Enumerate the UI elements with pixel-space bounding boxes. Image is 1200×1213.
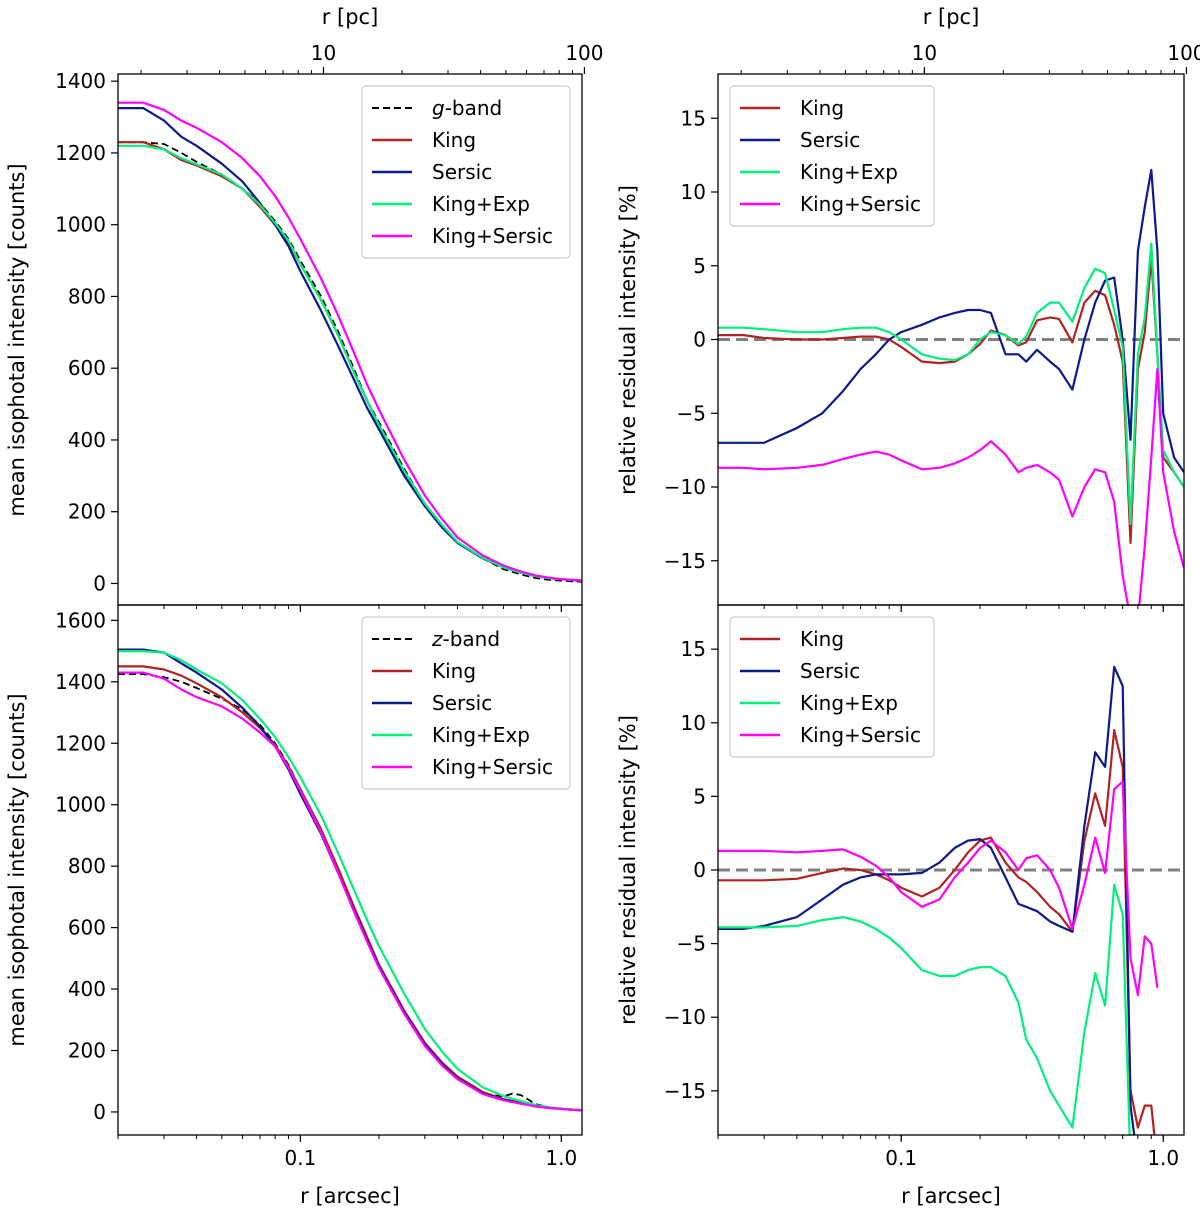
- axes-frame: [717, 604, 1185, 1136]
- legend-entry: King+Sersic: [800, 723, 921, 747]
- y-tick-label: 1000: [55, 213, 106, 237]
- legend-entry: Sersic: [432, 691, 492, 715]
- top-tick-label: 100: [1167, 41, 1200, 65]
- y-tick-label: 600: [68, 356, 106, 380]
- y-tick-label: 800: [68, 854, 106, 878]
- y-tick-label: 0: [693, 328, 706, 352]
- top-axis-label-right: r [pc]: [923, 5, 980, 29]
- legend: g-band King Sersic King+Exp King+Sersic: [361, 85, 571, 259]
- y-tick-label: 800: [68, 284, 106, 308]
- legend-entry: King+Sersic: [800, 192, 921, 216]
- series-line-king-exp: [718, 883, 1131, 1135]
- right-ylabel-bottom: relative residual intensity [%]: [616, 715, 640, 1025]
- y-tick-label: 15: [681, 106, 706, 130]
- chart-panels: 10 1000200400600800100012001400g-bandKing…: [55, 41, 1200, 1170]
- legend-entry: King: [800, 627, 844, 651]
- y-tick-label: −15: [664, 1079, 706, 1103]
- series-line-sersic: [718, 168, 1184, 473]
- legend-entry: King+Sersic: [432, 755, 553, 779]
- y-tick-label: 600: [68, 916, 106, 940]
- x-tick-label: 1.0: [1147, 1146, 1179, 1170]
- y-tick-label: 1600: [55, 608, 106, 632]
- legend-entry: King+Exp: [800, 160, 898, 184]
- series-line-king: [718, 728, 1156, 1135]
- legend-entry: King+Exp: [432, 192, 530, 216]
- y-tick-label: 1200: [55, 141, 106, 165]
- y-tick-label: 10: [681, 711, 706, 735]
- x-tick-label: 0.1: [885, 1146, 917, 1170]
- series-line-king-exp: [718, 242, 1184, 526]
- y-tick-label: 0: [93, 571, 106, 595]
- legend-box: [361, 85, 571, 259]
- y-tick-label: 15: [681, 637, 706, 661]
- legend-entry: Sersic: [432, 160, 492, 184]
- y-tick-label: 0: [93, 1100, 106, 1124]
- legend-entry: Sersic: [800, 659, 860, 683]
- y-tick-label: 200: [68, 500, 106, 524]
- legend-entry: King: [800, 96, 844, 120]
- panel-z-profile: 0.1 1.0 0 200 400 600 800 1000 1200 1400 1600 z-ban…: [55, 604, 583, 1170]
- y-tick-label: 5: [693, 254, 706, 278]
- series-line-king-exp: [118, 649, 582, 1112]
- y-tick-label: −15: [664, 549, 706, 573]
- legend-box: [729, 616, 935, 758]
- y-tick-label: 400: [68, 977, 106, 1001]
- axes-frame: [117, 604, 583, 1136]
- top-tick-label: 10: [311, 41, 336, 65]
- series-line-sersic: [718, 665, 1136, 1135]
- legend-entry: King+Sersic: [432, 224, 553, 248]
- y-tick-label: −5: [677, 401, 706, 425]
- y-tick-label: 1400: [55, 69, 106, 93]
- series-group: [718, 665, 1159, 1135]
- legend: z-band King Sersic King+Exp King+Sersic: [361, 616, 571, 790]
- panel-g-profile: 10 1000200400600800100012001400g-bandKing…: [55, 41, 604, 612]
- series-line-king-sersic: [118, 671, 582, 1112]
- legend-box: [361, 616, 571, 790]
- x-tick-label: 0.1: [284, 1146, 316, 1170]
- series-line-king-sersic: [718, 367, 1184, 605]
- left-ylabel-bottom: mean isophotal intensity [counts]: [5, 693, 29, 1046]
- series-line-king-sersic: [118, 101, 582, 582]
- series-group: [118, 648, 582, 1112]
- y-tick-label: 1000: [55, 793, 106, 817]
- bottom-axis-label-right: r [arcsec]: [901, 1184, 1001, 1208]
- bottom-axis-label-left: r [arcsec]: [300, 1184, 400, 1208]
- left-ylabel-top: mean isophotal intensity [counts]: [5, 163, 29, 516]
- right-ylabel-top: relative residual intensity [%]: [616, 185, 640, 495]
- legend: King Sersic King+Exp King+Sersic: [729, 85, 935, 227]
- y-tick-label: 200: [68, 1039, 106, 1063]
- y-tick-label: 400: [68, 428, 106, 452]
- y-tick-label: −5: [677, 932, 706, 956]
- y-tick-label: 1400: [55, 670, 106, 694]
- series-group: [118, 101, 582, 583]
- legend-entry: g-band: [432, 96, 502, 120]
- y-tick-label: −10: [664, 1005, 706, 1029]
- legend-box: [729, 85, 935, 227]
- y-tick-label: −10: [664, 475, 706, 499]
- top-tick-label: 10: [912, 41, 937, 65]
- y-tick-label: 0: [693, 858, 706, 882]
- legend-entry: King+Exp: [800, 691, 898, 715]
- series-group: [718, 168, 1184, 605]
- legend-entry: King: [432, 128, 476, 152]
- legend-entry: King: [432, 659, 476, 683]
- y-tick-label: 1200: [55, 731, 106, 755]
- series-line-king-sersic: [718, 780, 1159, 997]
- top-tick-label: 100: [565, 41, 603, 65]
- y-tick-label: 5: [693, 784, 706, 808]
- legend: King Sersic King+Exp King+Sersic: [729, 616, 935, 758]
- series-line-king: [718, 257, 1184, 545]
- x-tick-label: 1.0: [545, 1146, 577, 1170]
- top-axis-label-left: r [pc]: [322, 5, 379, 29]
- y-tick-label: 10: [681, 180, 706, 204]
- legend-entry: z-band: [431, 627, 500, 651]
- legend-entry: Sersic: [800, 128, 860, 152]
- legend-entry: King+Exp: [432, 723, 530, 747]
